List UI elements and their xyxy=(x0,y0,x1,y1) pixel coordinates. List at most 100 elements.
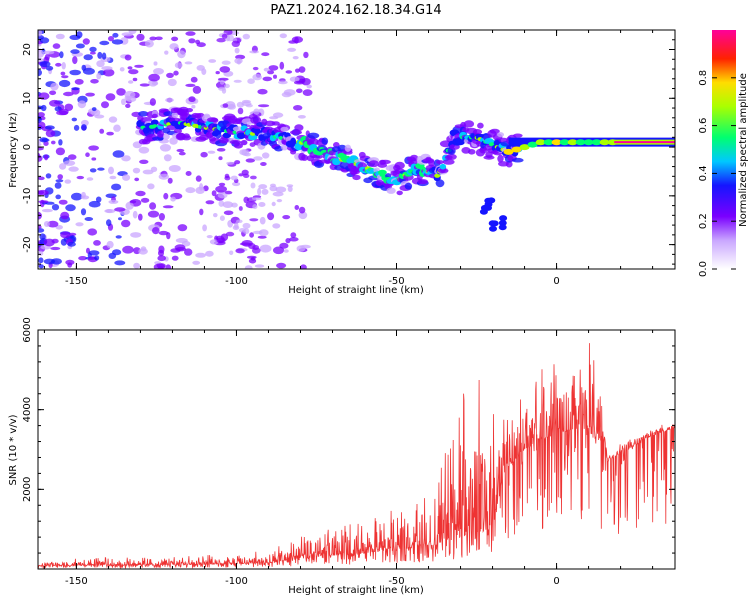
heatmap-cell xyxy=(243,173,250,178)
heatmap-cell xyxy=(207,117,218,123)
heatmap-cell xyxy=(174,62,183,69)
heatmap-cell xyxy=(293,80,305,85)
heatmap-cell xyxy=(207,150,216,154)
heatmap-cell xyxy=(45,173,52,179)
heatmap-cell xyxy=(39,61,51,68)
heatmap-cell xyxy=(75,31,83,39)
heatmap-cell xyxy=(75,222,84,227)
heatmap-cell xyxy=(191,104,196,109)
heatmap-cell xyxy=(132,167,141,174)
heatmap-cell xyxy=(89,168,97,173)
heatmap-cell xyxy=(71,87,80,91)
heatmap-cell xyxy=(184,61,193,65)
heatmap-cell xyxy=(199,208,204,216)
heatmap-cell xyxy=(176,148,185,153)
heatmap-cell xyxy=(247,78,255,84)
heatmap-cell xyxy=(158,213,165,221)
heatmap-cell xyxy=(279,33,287,39)
heatmap-cell xyxy=(188,96,196,103)
heatmap-cell xyxy=(43,221,50,227)
top-y-axis-label: Frequency (Hz) xyxy=(8,112,19,188)
heatmap-cell xyxy=(138,111,149,117)
heatmap-cell xyxy=(158,230,169,236)
heatmap-cell xyxy=(101,66,113,71)
heatmap-cell xyxy=(171,36,179,42)
heatmap-cell xyxy=(169,43,179,50)
y-tick-label: 10 xyxy=(22,92,33,105)
heatmap-cell xyxy=(111,183,122,191)
heatmap-cell xyxy=(298,66,306,73)
heatmap-cell xyxy=(170,196,176,202)
heatmap-cell xyxy=(106,131,114,136)
heatmap-cell xyxy=(276,262,287,269)
heatmap-cell xyxy=(60,231,71,239)
heatmap-cell xyxy=(108,116,118,123)
heatmap-cell xyxy=(225,231,235,237)
heatmap-cell xyxy=(257,187,262,196)
heatmap-cell xyxy=(219,79,225,85)
heatmap-cell xyxy=(106,240,114,249)
heatmap-cell xyxy=(140,197,150,203)
heatmap-cell xyxy=(158,173,169,180)
heatmap-cell xyxy=(271,201,276,207)
heatmap-cell xyxy=(147,210,160,218)
y-tick-label: 20 xyxy=(22,43,33,56)
heatmap-cell xyxy=(55,179,64,183)
heatmap-cell xyxy=(88,250,100,256)
heatmap-cell xyxy=(43,50,55,55)
snr-series-line xyxy=(38,343,675,569)
heatmap-cell xyxy=(96,60,105,68)
heatmap-cell xyxy=(527,141,538,148)
heatmap-cell xyxy=(91,107,97,112)
heatmap-cell xyxy=(151,113,158,119)
heatmap-cell xyxy=(112,32,119,38)
heatmap-cell xyxy=(231,40,240,47)
heatmap-cell xyxy=(124,90,136,99)
heatmap-cell xyxy=(91,157,97,161)
heatmap-cell xyxy=(57,174,63,180)
heatmap-cell xyxy=(61,75,69,79)
heatmap-cell xyxy=(88,145,99,151)
y-tick-label: 6000 xyxy=(22,317,33,342)
heatmap-cell xyxy=(259,244,272,253)
heatmap-cell xyxy=(234,222,239,229)
heatmap-cell xyxy=(47,220,59,228)
heatmap-cell xyxy=(480,204,489,211)
heatmap-cell xyxy=(281,144,288,151)
y-tick-label: -10 xyxy=(22,188,33,204)
heatmap-cell xyxy=(519,144,530,151)
heatmap-cell xyxy=(513,133,523,138)
heatmap-cell xyxy=(352,174,361,181)
heatmap-cell xyxy=(45,125,55,130)
heatmap-cell xyxy=(38,147,44,151)
heatmap-cell xyxy=(139,83,150,87)
colorbar-tick-label: 0.2 xyxy=(698,213,709,229)
heatmap-cell xyxy=(38,257,44,264)
heatmap-cell xyxy=(97,167,105,171)
heatmap-cell xyxy=(149,36,157,41)
heatmap-cell xyxy=(272,112,284,118)
heatmap-cell xyxy=(259,216,266,225)
heatmap-cell xyxy=(121,219,131,228)
heatmap-cell xyxy=(234,47,240,54)
heatmap-cell xyxy=(315,154,323,159)
top-x-axis-label: Height of straight line (km) xyxy=(288,285,424,296)
heatmap-cell xyxy=(439,163,447,170)
heatmap-cell xyxy=(149,98,156,106)
heatmap-cell xyxy=(38,250,44,256)
heatmap-cell xyxy=(88,200,101,208)
heatmap-cell xyxy=(93,240,101,246)
heatmap-cell xyxy=(251,247,261,254)
heatmap-cell xyxy=(396,190,403,196)
heatmap-cell xyxy=(233,143,243,149)
heatmap-cell xyxy=(59,163,67,170)
heatmap-cell xyxy=(61,61,66,70)
heatmap-cell xyxy=(583,139,594,146)
heatmap-cell xyxy=(78,256,87,261)
heatmap-cell xyxy=(298,211,308,220)
heatmap-cell xyxy=(321,137,329,145)
heatmap-cell xyxy=(76,175,85,180)
heatmap-cell xyxy=(296,245,306,252)
heatmap-cell xyxy=(84,217,94,221)
heatmap-cell xyxy=(138,146,150,154)
